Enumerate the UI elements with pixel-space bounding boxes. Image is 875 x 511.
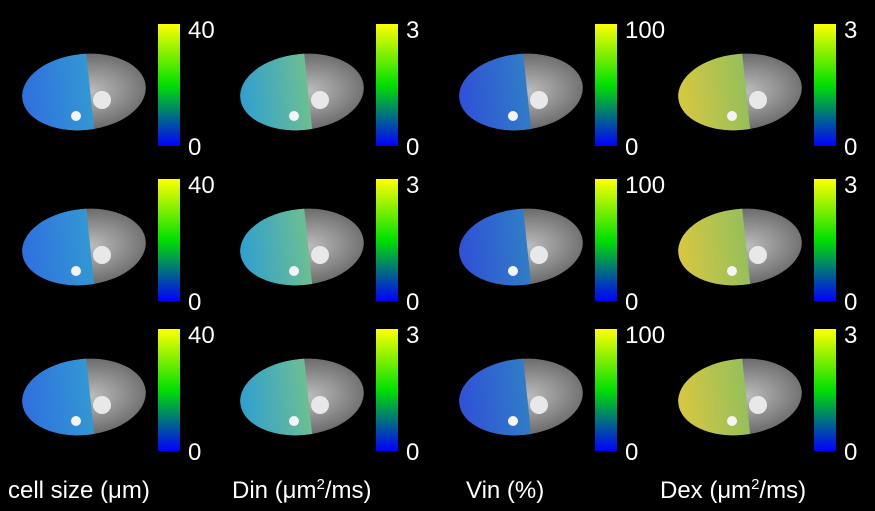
colorbar-max: 3 bbox=[406, 322, 419, 349]
column-label: Vin (%) bbox=[466, 477, 544, 504]
colorbar bbox=[595, 24, 617, 146]
colorbar bbox=[376, 24, 398, 146]
kidney bbox=[71, 266, 81, 276]
colorbar-min: 0 bbox=[625, 439, 638, 466]
kidney bbox=[749, 396, 767, 414]
column-label: Din (μm2/ms) bbox=[232, 476, 372, 504]
colorbar-max: 100 bbox=[625, 322, 665, 349]
colorbar-min: 0 bbox=[188, 439, 201, 466]
column-label: cell size (μm) bbox=[8, 477, 150, 504]
label-text: Vin (%) bbox=[466, 477, 544, 504]
figure: 40 0 3 0 100 0 3 0 40 0 3 0 100 0 3 0 40 0 3 0 100 0 3 0 cell si… bbox=[0, 0, 875, 511]
kidney bbox=[727, 111, 737, 121]
colorbar-min: 0 bbox=[188, 134, 201, 161]
kidney bbox=[71, 416, 81, 426]
kidney bbox=[93, 396, 111, 414]
colorbar bbox=[814, 329, 836, 451]
label-text: Dex (μm bbox=[660, 477, 751, 504]
kidney bbox=[289, 416, 299, 426]
label-text: /ms) bbox=[325, 477, 372, 504]
kidney bbox=[508, 111, 518, 121]
colorbar-max: 40 bbox=[188, 322, 215, 349]
kidney bbox=[93, 91, 111, 109]
colorbar-max: 3 bbox=[844, 17, 857, 44]
kidney bbox=[727, 266, 737, 276]
kidney bbox=[749, 91, 767, 109]
colorbar-min: 0 bbox=[844, 134, 857, 161]
colorbar-min: 0 bbox=[844, 439, 857, 466]
kidney bbox=[311, 396, 329, 414]
colorbar-max: 3 bbox=[844, 172, 857, 199]
colorbar bbox=[158, 329, 180, 451]
colorbar-min: 0 bbox=[188, 289, 201, 316]
colorbar-min: 0 bbox=[406, 439, 419, 466]
colorbar-max: 3 bbox=[406, 172, 419, 199]
kidney bbox=[530, 396, 548, 414]
colorbar-max: 3 bbox=[406, 17, 419, 44]
label-superscript: 2 bbox=[317, 476, 325, 493]
colorbar bbox=[158, 179, 180, 301]
colorbar-max: 100 bbox=[625, 17, 665, 44]
kidney bbox=[530, 91, 548, 109]
colorbar-min: 0 bbox=[406, 134, 419, 161]
colorbar bbox=[158, 24, 180, 146]
colorbar-max: 3 bbox=[844, 322, 857, 349]
kidney bbox=[311, 246, 329, 264]
kidney bbox=[508, 416, 518, 426]
colorbar bbox=[595, 329, 617, 451]
colorbar-max: 100 bbox=[625, 172, 665, 199]
kidney bbox=[530, 246, 548, 264]
colorbar bbox=[376, 329, 398, 451]
kidney bbox=[508, 266, 518, 276]
kidney bbox=[93, 246, 111, 264]
colorbar-min: 0 bbox=[625, 289, 638, 316]
colorbar-max: 40 bbox=[188, 172, 215, 199]
colorbar-min: 0 bbox=[844, 289, 857, 316]
colorbar-min: 0 bbox=[625, 134, 638, 161]
colorbar bbox=[814, 179, 836, 301]
kidney bbox=[289, 111, 299, 121]
colorbar-min: 0 bbox=[406, 289, 419, 316]
kidney bbox=[749, 246, 767, 264]
kidney bbox=[71, 111, 81, 121]
kidney bbox=[311, 91, 329, 109]
colorbar-max: 40 bbox=[188, 17, 215, 44]
colorbar bbox=[595, 179, 617, 301]
kidney bbox=[727, 416, 737, 426]
label-superscript: 2 bbox=[751, 476, 759, 493]
colorbar bbox=[376, 179, 398, 301]
colorbar bbox=[814, 24, 836, 146]
label-text: cell size (μm) bbox=[8, 477, 150, 504]
label-text: /ms) bbox=[760, 477, 807, 504]
label-text: Din (μm bbox=[232, 477, 317, 504]
column-label: Dex (μm2/ms) bbox=[660, 476, 806, 504]
kidney bbox=[289, 266, 299, 276]
